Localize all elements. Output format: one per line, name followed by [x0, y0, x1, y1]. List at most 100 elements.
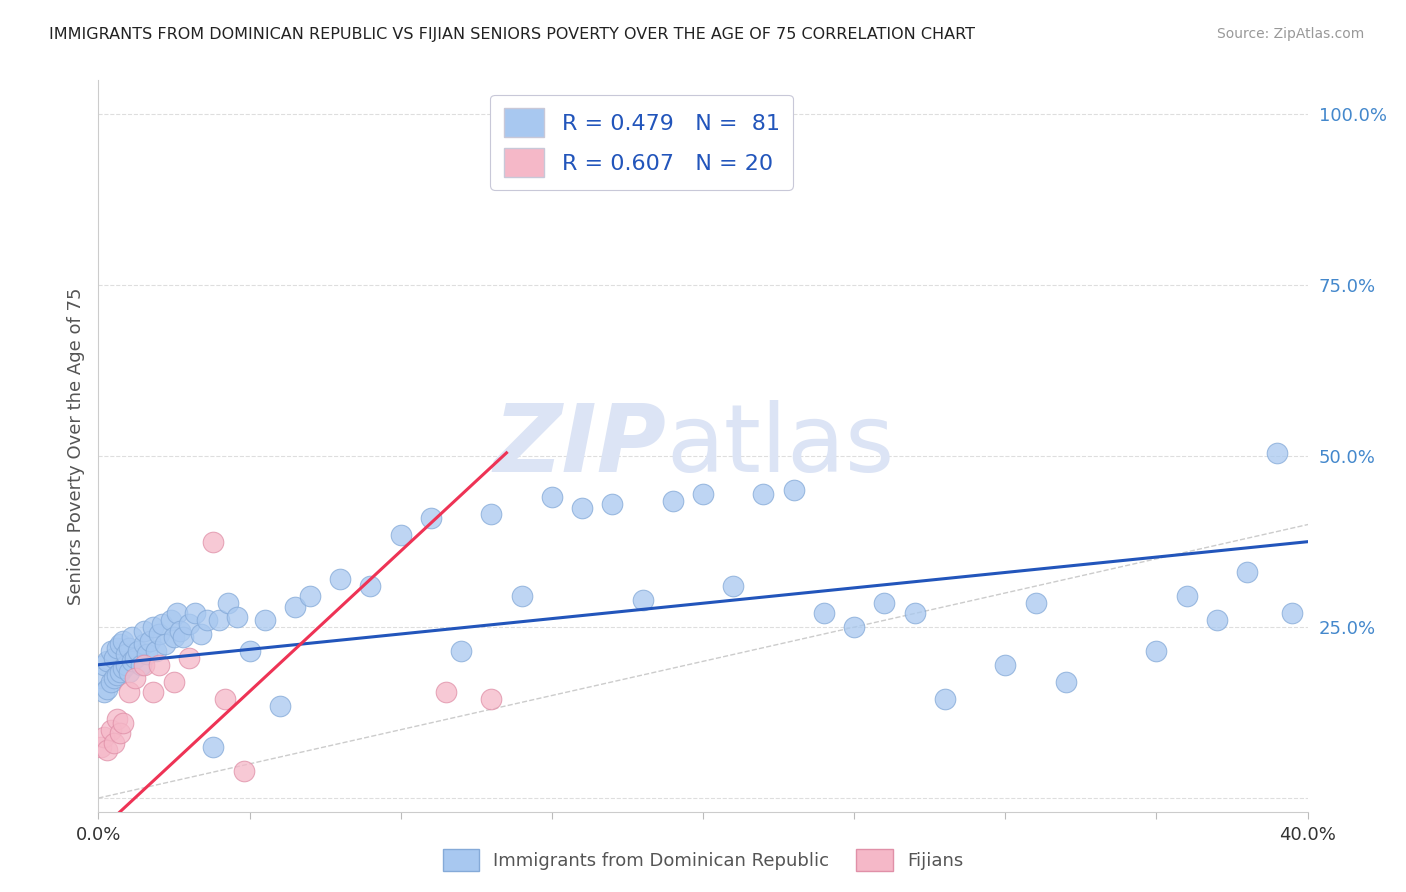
Point [132, 637, 155, 651]
Point [166, 607, 188, 621]
Point [195, 613, 218, 627]
Point [111, 661, 134, 675]
Legend: R = 0.479   N =  81, R = 0.607   N = 20: R = 0.479 N = 81, R = 0.607 N = 20 [491, 95, 793, 190]
Point [214, 692, 236, 706]
Text: Source: ZipAtlas.com: Source: ZipAtlas.com [1216, 27, 1364, 41]
Point [510, 590, 533, 604]
Point [226, 610, 249, 624]
Point [93, 657, 115, 672]
Point [602, 497, 624, 511]
Legend: Immigrants from Dominican Republic, Fijians: Immigrants from Dominican Republic, Fiji… [436, 842, 970, 879]
Point [723, 579, 745, 593]
Point [108, 665, 131, 679]
Point [934, 692, 956, 706]
Point [121, 631, 143, 645]
Point [661, 493, 683, 508]
Point [360, 579, 382, 593]
Point [114, 657, 136, 672]
Point [481, 692, 503, 706]
Point [111, 715, 134, 730]
Point [111, 633, 134, 648]
Point [148, 627, 170, 641]
Point [571, 500, 593, 515]
Point [1281, 607, 1303, 621]
Point [118, 685, 141, 699]
Point [142, 620, 165, 634]
Text: IMMIGRANTS FROM DOMINICAN REPUBLIC VS FIJIAN SENIORS POVERTY OVER THE AGE OF 75 : IMMIGRANTS FROM DOMINICAN REPUBLIC VS FI… [49, 27, 976, 42]
Point [844, 620, 866, 634]
Point [96, 654, 118, 668]
Point [873, 596, 896, 610]
Point [150, 616, 173, 631]
Point [103, 651, 125, 665]
Point [169, 624, 191, 638]
Point [124, 651, 146, 665]
Point [129, 657, 152, 672]
Point [434, 685, 457, 699]
Point [1236, 566, 1258, 580]
Point [994, 657, 1017, 672]
Point [783, 483, 806, 498]
Point [100, 644, 122, 658]
Point [127, 644, 149, 658]
Point [132, 657, 155, 672]
Point [114, 648, 136, 662]
Point [90, 672, 112, 686]
Point [103, 672, 125, 686]
Point [90, 739, 112, 754]
Point [142, 685, 165, 699]
Point [329, 572, 352, 586]
Point [145, 644, 167, 658]
Point [135, 648, 157, 662]
Point [904, 607, 927, 621]
Point [217, 596, 239, 610]
Point [179, 616, 201, 631]
Point [153, 637, 176, 651]
Point [1175, 590, 1198, 604]
Point [269, 698, 291, 713]
Point [93, 730, 115, 744]
Point [179, 651, 201, 665]
Point [481, 508, 503, 522]
Point [139, 633, 162, 648]
Point [93, 685, 115, 699]
Point [100, 723, 122, 737]
Point [284, 599, 307, 614]
Text: atlas: atlas [666, 400, 896, 492]
Point [118, 665, 141, 679]
Point [105, 713, 128, 727]
Point [132, 624, 155, 638]
Point [172, 631, 194, 645]
Point [108, 726, 131, 740]
Point [184, 607, 207, 621]
Point [540, 490, 562, 504]
Point [1024, 596, 1046, 610]
Point [103, 736, 125, 750]
Point [160, 613, 183, 627]
Point [105, 668, 128, 682]
Point [389, 528, 412, 542]
Point [148, 657, 170, 672]
Point [1144, 644, 1167, 658]
Point [96, 681, 118, 696]
Point [692, 487, 714, 501]
Point [253, 613, 276, 627]
Point [1267, 446, 1289, 460]
Point [163, 674, 186, 689]
Point [208, 613, 231, 627]
Point [108, 637, 131, 651]
Point [121, 654, 143, 668]
Point [163, 631, 186, 645]
Point [105, 640, 128, 655]
Point [202, 534, 225, 549]
Point [299, 590, 322, 604]
Point [239, 644, 262, 658]
Point [124, 672, 146, 686]
Point [631, 592, 654, 607]
Point [96, 743, 118, 757]
Point [450, 644, 472, 658]
Point [752, 487, 775, 501]
Point [202, 739, 225, 754]
Text: ZIP: ZIP [494, 400, 666, 492]
Point [100, 674, 122, 689]
